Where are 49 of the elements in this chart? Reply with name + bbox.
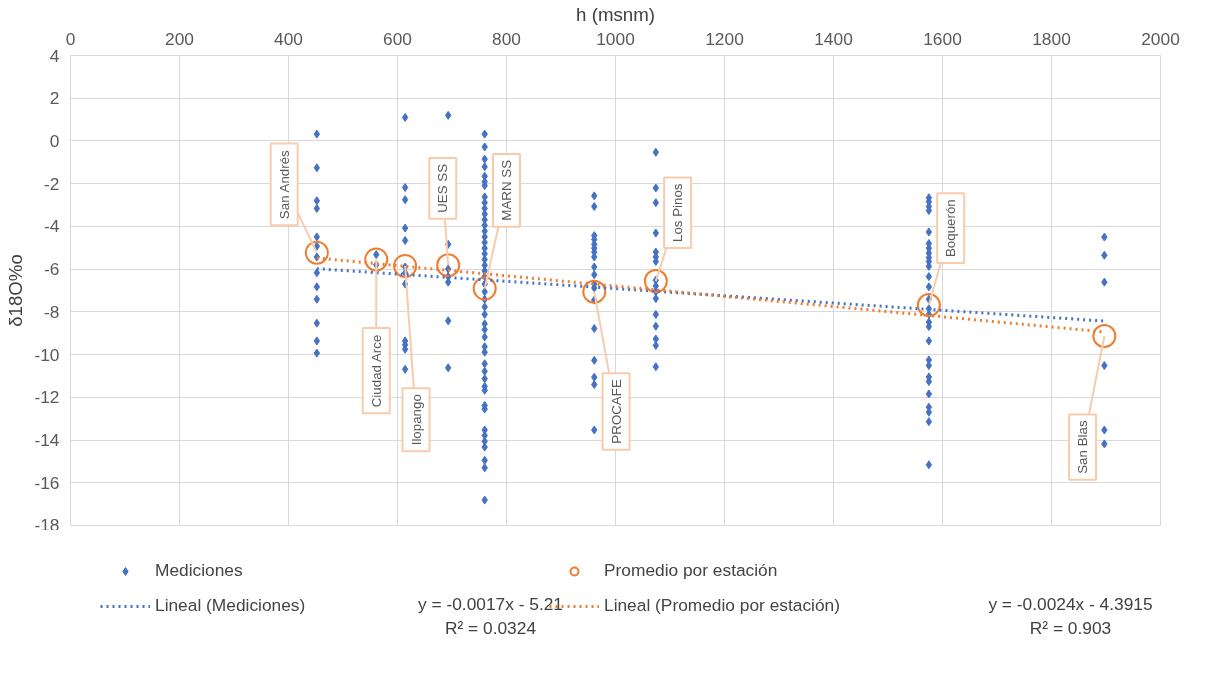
- annotation: Los Pinos: [670, 183, 686, 242]
- point: [393, 253, 418, 278]
- annotation: Boquerón: [943, 199, 959, 258]
- y-tick-label: 2: [49, 88, 60, 109]
- text: y = -0.0024x - 4.3915 R² = 0.903: [988, 593, 1153, 638]
- x-tick-label: 2000: [1141, 28, 1180, 49]
- y-tick-label: -14: [34, 430, 60, 451]
- point: [582, 279, 607, 304]
- y-tick-label: -10: [34, 344, 60, 365]
- annotation: San Andrés: [276, 149, 292, 220]
- text: y = -0.0017x - 5.21 R² = 0.0324: [418, 593, 563, 638]
- x-axis-title: h (msnm): [576, 3, 655, 25]
- x-tick-label: 0: [65, 28, 76, 49]
- x-tick-label: 1600: [923, 28, 962, 49]
- legend-label: Promedio por estación: [604, 560, 779, 581]
- point: [304, 240, 329, 265]
- x-tick-label: 1800: [1032, 28, 1071, 49]
- y-tick-label: -6: [44, 259, 60, 280]
- x-tick-label: 400: [274, 28, 303, 49]
- x-tick-label: 1200: [705, 28, 744, 49]
- point: [364, 247, 389, 272]
- x-tick-label: 800: [492, 28, 521, 49]
- annotation: MARN SS: [499, 159, 514, 221]
- y-tick-label: -4: [44, 216, 60, 237]
- y-tick-label: -16: [34, 472, 60, 493]
- annotation: UES SS: [435, 163, 451, 213]
- annotation: Ciudad Arce: [368, 334, 384, 408]
- legend-label: Mediciones: [155, 560, 244, 581]
- point: [436, 253, 461, 278]
- y-tick-label: -2: [44, 173, 60, 194]
- point: [916, 293, 941, 318]
- y-tick-label: -12: [34, 387, 60, 408]
- point: [643, 269, 668, 294]
- annotation: San Blas: [1075, 420, 1091, 474]
- legend-label: Lineal (Promedio por estación): [604, 595, 841, 616]
- legend-label: Lineal (Mediciones): [155, 595, 306, 615]
- point: [1092, 324, 1117, 348]
- x-tick-label: 1000: [596, 28, 635, 49]
- annotation: Ilopango: [408, 394, 424, 446]
- point: [472, 276, 497, 301]
- x-tick-label: 1400: [814, 28, 853, 49]
- y-tick-label: 4: [49, 45, 60, 66]
- annotation: PROCAFE: [608, 379, 624, 444]
- y-axis-title: δ18O%o: [5, 254, 27, 327]
- y-tick-label: 0: [49, 130, 60, 151]
- x-tick-label: 200: [165, 28, 194, 49]
- y-tick-label: -8: [44, 301, 60, 322]
- x-tick-label: 600: [383, 28, 412, 49]
- y-tick-label: -18: [34, 514, 60, 535]
